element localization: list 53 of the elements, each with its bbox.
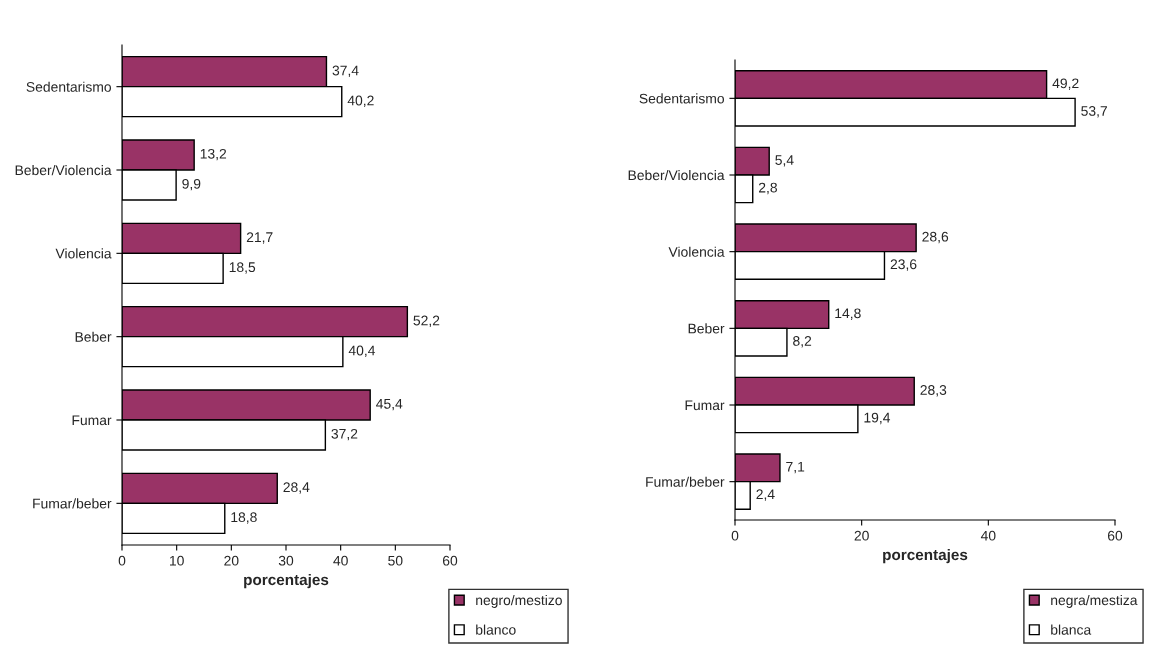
- y-tick-label: Violencia: [668, 246, 725, 257]
- x-tick-label: 20: [854, 530, 869, 541]
- y-tick-label: Fumar/beber: [646, 476, 725, 487]
- data-label: 2,8: [758, 182, 777, 195]
- data-label: 13,2: [200, 148, 227, 161]
- legend-label: blanca: [1051, 624, 1092, 635]
- legend-label: blanco: [476, 624, 516, 635]
- data-label: 7,1: [786, 461, 805, 474]
- x-tick-label: 30: [278, 555, 294, 566]
- y-tick-label: Sedentarismo: [639, 93, 725, 104]
- x-tick-label: 50: [388, 555, 403, 566]
- x-tick-label: 60: [442, 555, 458, 566]
- x-tick-label: 10: [170, 555, 184, 566]
- data-label: 53,7: [1081, 106, 1107, 118]
- data-label: 40,2: [347, 95, 374, 108]
- data-label: 37,2: [331, 428, 358, 441]
- data-label: 21,7: [246, 232, 273, 244]
- legend-label: negra/mestiza: [1051, 594, 1138, 608]
- y-tick-label: Sedentarismo: [26, 81, 112, 92]
- legend-label: negro/mestizo: [476, 594, 562, 608]
- x-tick-label: 0: [118, 555, 126, 566]
- data-label: 28,6: [922, 231, 949, 244]
- x-axis-title: porcentajes: [244, 573, 329, 589]
- data-label: 2,4: [756, 489, 775, 501]
- data-label: 28,4: [283, 482, 310, 494]
- y-tick-label: Beber: [75, 331, 112, 342]
- data-label: 49,2: [1052, 78, 1079, 90]
- data-label: 37,4: [332, 65, 359, 78]
- y-tick-label: Beber/Violencia: [15, 164, 112, 176]
- data-label: 19,4: [864, 412, 891, 425]
- data-label: 18,8: [231, 512, 257, 524]
- data-label: 23,6: [890, 259, 917, 271]
- data-label: 14,8: [835, 308, 861, 320]
- data-label: 5,4: [775, 155, 794, 167]
- data-label: 52,2: [413, 315, 440, 328]
- x-tick-label: 60: [1107, 530, 1123, 541]
- y-tick-label: Fumar/beber: [33, 498, 112, 509]
- x-tick-label: 40: [333, 555, 348, 566]
- data-label: 28,3: [920, 385, 947, 397]
- data-label: 9,9: [182, 178, 201, 191]
- y-tick-label: Violencia: [55, 248, 112, 259]
- y-tick-label: Beber: [688, 323, 725, 334]
- y-tick-label: Beber/Violencia: [628, 169, 725, 181]
- y-tick-label: Fumar: [685, 400, 725, 411]
- x-tick-label: 40: [980, 530, 996, 541]
- x-axis-title: porcentajes: [883, 548, 968, 564]
- x-tick-label: 20: [224, 555, 239, 566]
- y-tick-label: Fumar: [72, 415, 112, 426]
- data-label: 18,5: [229, 262, 256, 274]
- data-label: 8,2: [793, 336, 812, 348]
- data-label: 45,4: [376, 399, 403, 411]
- data-label: 40,4: [348, 345, 376, 358]
- x-tick-label: 0: [731, 530, 739, 541]
